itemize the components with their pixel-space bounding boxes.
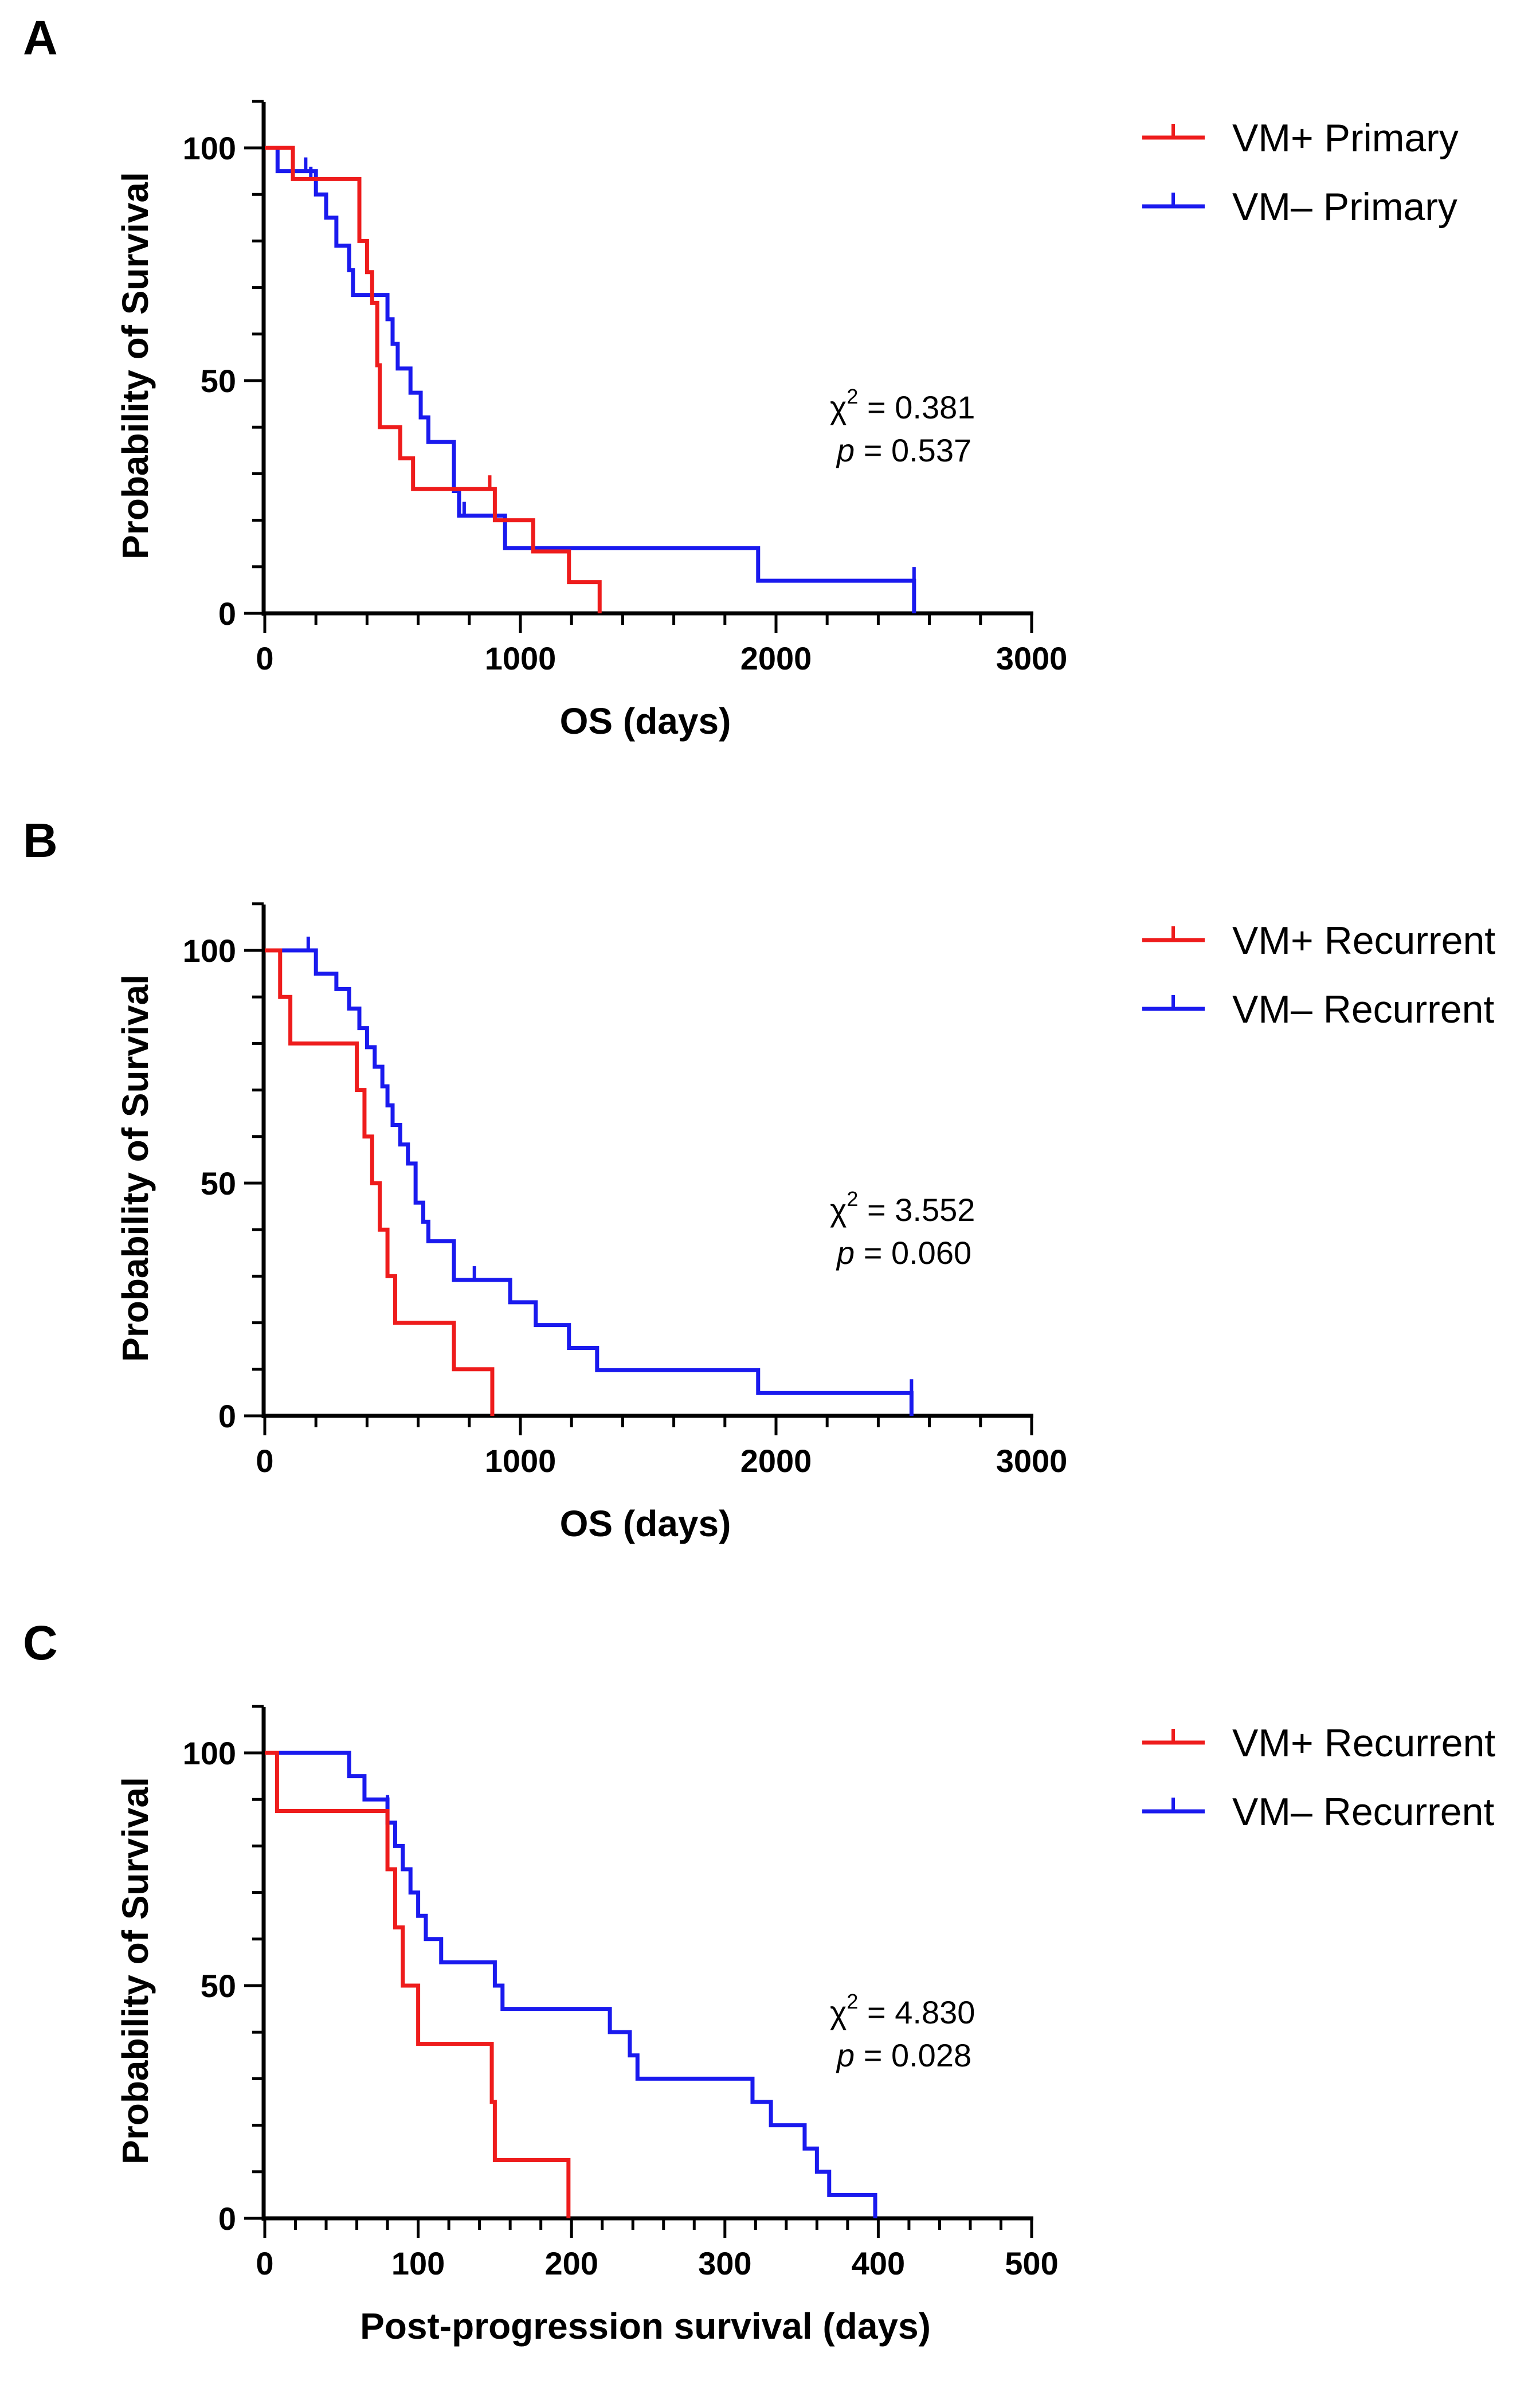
y-tick-label: 0 bbox=[218, 1398, 236, 1434]
p-value: = 0.060 bbox=[855, 1235, 971, 1271]
x-axis-label: OS (days) bbox=[560, 700, 731, 742]
x-tick-label: 100 bbox=[391, 2245, 445, 2281]
km-curve-vm-primary bbox=[265, 146, 916, 613]
y-tick-label: 100 bbox=[183, 1735, 236, 1771]
p-value: = 0.537 bbox=[855, 432, 971, 468]
y-tick-label: 0 bbox=[218, 2201, 236, 2237]
x-tick-label: 2000 bbox=[740, 640, 812, 676]
y-tick-label: 50 bbox=[201, 1968, 236, 2004]
x-axis-label: OS (days) bbox=[560, 1503, 731, 1544]
chi-superscript: 2 bbox=[847, 1187, 858, 1211]
x-tick-label: 1000 bbox=[485, 640, 557, 676]
y-tick-label: 50 bbox=[201, 1165, 236, 1201]
x-tick-label: 200 bbox=[544, 2245, 598, 2281]
km-curve-vm-primary bbox=[265, 146, 602, 613]
x-tick-label: 2000 bbox=[740, 1443, 812, 1479]
panel-label: C bbox=[23, 1616, 58, 1670]
legend-label: VM– Recurrent bbox=[1232, 988, 1494, 1031]
km-curve-vm-recurrent bbox=[265, 948, 914, 1416]
legend-label: VM+ Primary bbox=[1232, 116, 1459, 160]
chi-symbol: χ bbox=[830, 389, 847, 425]
p-symbol: p bbox=[836, 1235, 855, 1271]
panel-label: A bbox=[23, 11, 58, 65]
panel-c: C 0 50 100 0 100 200 300 400 500 Post-progression … bbox=[23, 1616, 1495, 2347]
x-tick-label: 500 bbox=[1005, 2245, 1058, 2281]
legend-label: VM+ Recurrent bbox=[1232, 919, 1495, 962]
x-tick-label: 400 bbox=[852, 2245, 905, 2281]
chi-square-text: χ2 = 3.552 bbox=[830, 1187, 975, 1228]
y-axis-label: Probability of Survival bbox=[115, 1777, 156, 2164]
chi-square-text: χ2 = 0.381 bbox=[830, 385, 975, 425]
p-symbol: p bbox=[836, 432, 855, 468]
x-axis-label: Post-progression survival (days) bbox=[360, 2305, 931, 2347]
legend-label: VM– Recurrent bbox=[1232, 1790, 1494, 1834]
km-curve-vm-recurrent bbox=[265, 1751, 877, 2218]
chi-superscript: 2 bbox=[847, 385, 858, 408]
x-tick-label: 3000 bbox=[996, 1443, 1068, 1479]
chi-symbol: χ bbox=[830, 1192, 847, 1228]
chi-square-text: χ2 = 4.830 bbox=[830, 1990, 975, 2030]
p-symbol: p bbox=[836, 2037, 855, 2073]
y-tick-label: 50 bbox=[201, 363, 236, 399]
x-tick-label: 300 bbox=[698, 2245, 751, 2281]
x-tick-label: 0 bbox=[256, 2245, 273, 2281]
y-axis-label: Probability of Survival bbox=[115, 172, 156, 559]
x-tick-label: 1000 bbox=[485, 1443, 557, 1479]
legend-label: VM+ Recurrent bbox=[1232, 1721, 1495, 1765]
y-tick-label: 100 bbox=[183, 933, 236, 969]
p-value-text: p = 0.060 bbox=[836, 1235, 971, 1271]
chi-value: = 0.381 bbox=[858, 389, 975, 425]
panel-label: B bbox=[23, 813, 58, 867]
legend-label: VM– Primary bbox=[1232, 185, 1457, 229]
y-axis-label: Probability of Survival bbox=[115, 974, 156, 1362]
chi-symbol: χ bbox=[830, 1994, 847, 2030]
chi-superscript: 2 bbox=[847, 1990, 858, 2013]
y-tick-label: 100 bbox=[183, 130, 236, 166]
x-tick-label: 0 bbox=[256, 640, 273, 676]
x-tick-label: 0 bbox=[256, 1443, 273, 1479]
km-curve-vm-recurrent bbox=[265, 1751, 571, 2218]
y-tick-label: 0 bbox=[218, 596, 236, 632]
x-tick-label: 3000 bbox=[996, 640, 1068, 676]
p-value-text: p = 0.537 bbox=[836, 432, 971, 468]
chi-value: = 4.830 bbox=[858, 1994, 975, 2030]
p-value: = 0.028 bbox=[855, 2037, 971, 2073]
p-value-text: p = 0.028 bbox=[836, 2037, 971, 2073]
km-curve-vm-recurrent bbox=[265, 948, 495, 1416]
chi-value: = 3.552 bbox=[858, 1192, 975, 1228]
